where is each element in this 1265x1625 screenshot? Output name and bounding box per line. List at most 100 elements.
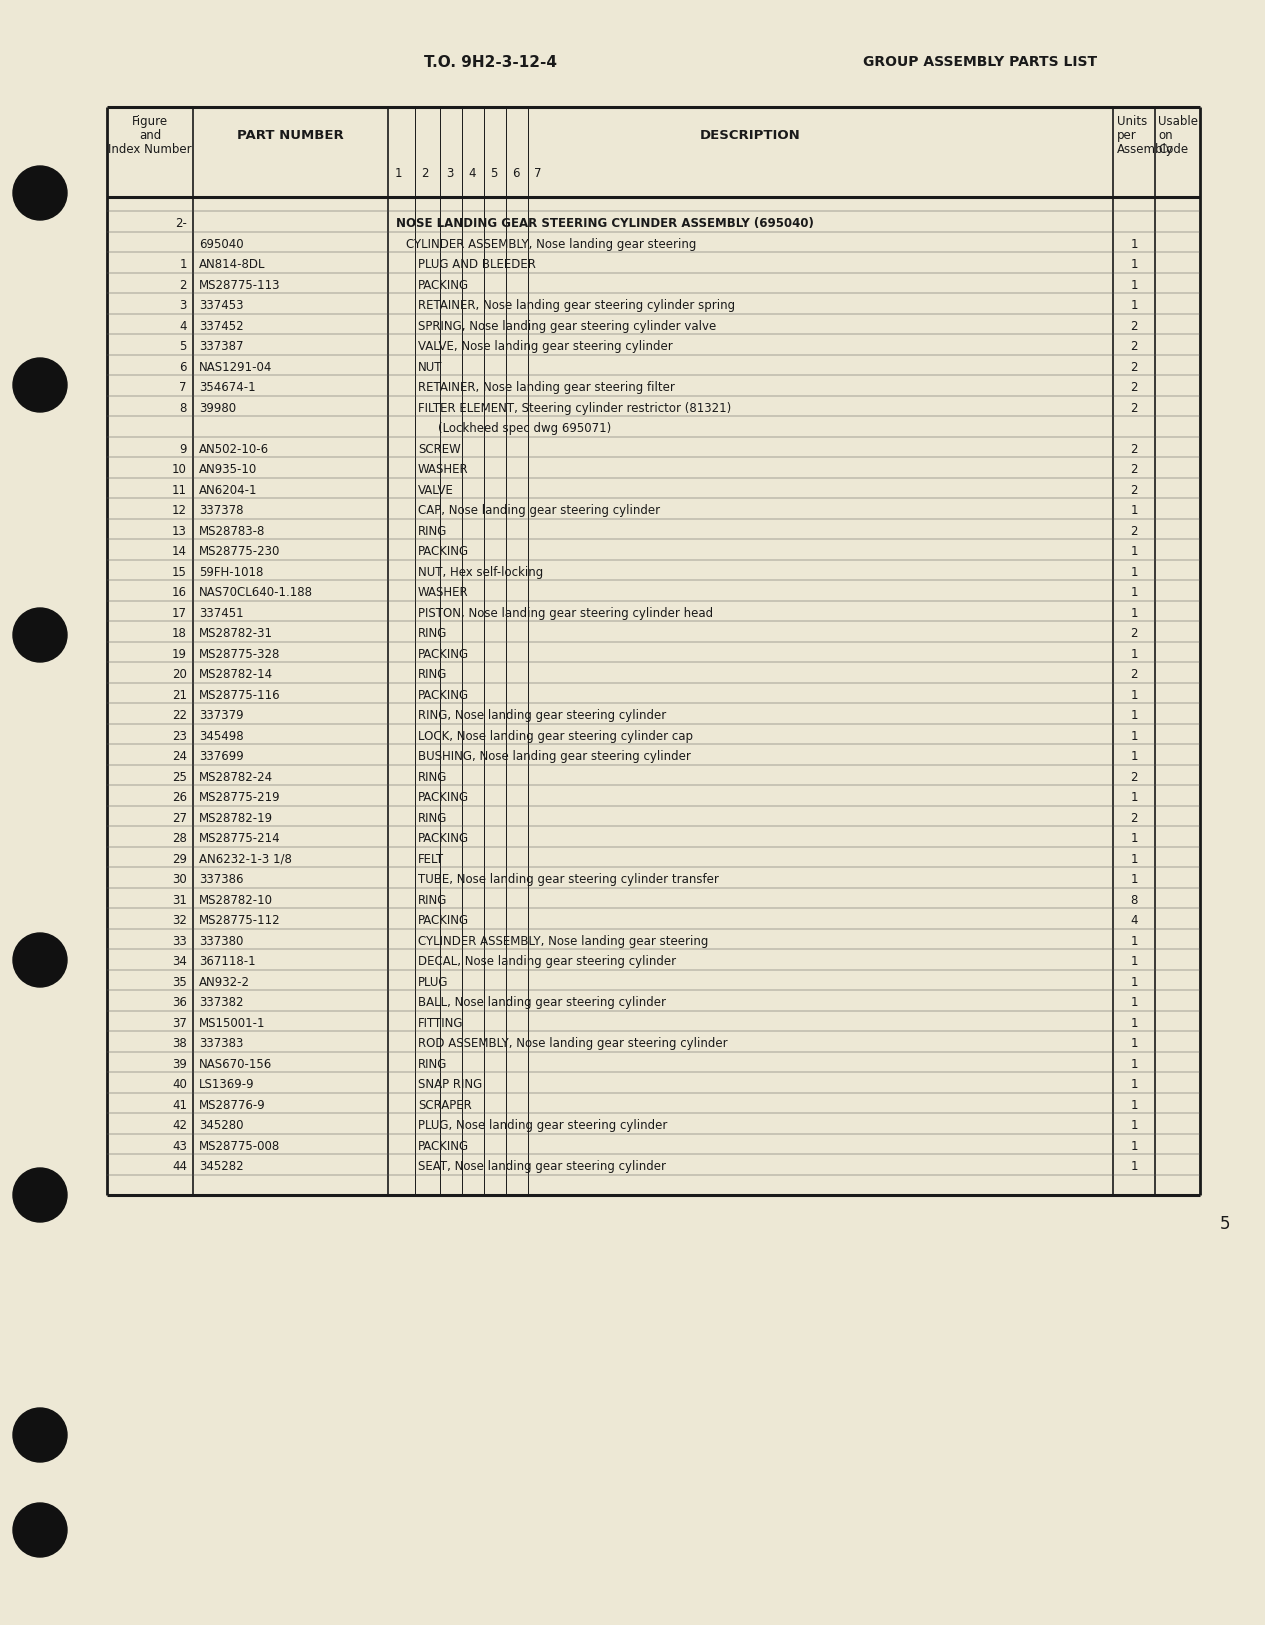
Text: 337379: 337379 — [199, 708, 244, 722]
Text: MS28782-14: MS28782-14 — [199, 668, 273, 681]
Text: 2: 2 — [421, 167, 429, 180]
Text: 2: 2 — [1130, 442, 1137, 455]
Text: NUT, Hex self-locking: NUT, Hex self-locking — [417, 566, 543, 578]
Text: PACKING: PACKING — [417, 546, 469, 559]
Text: RING: RING — [417, 525, 448, 538]
Text: Units: Units — [1117, 115, 1147, 128]
Text: SPRING, Nose landing gear steering cylinder valve: SPRING, Nose landing gear steering cylin… — [417, 320, 716, 333]
Text: 9: 9 — [180, 442, 187, 455]
Text: Index Number: Index Number — [109, 143, 192, 156]
Text: PLUG: PLUG — [417, 975, 449, 988]
Text: MS28782-19: MS28782-19 — [199, 812, 273, 826]
Text: PART NUMBER: PART NUMBER — [237, 128, 344, 141]
Text: 34: 34 — [172, 956, 187, 968]
Text: 1: 1 — [1130, 956, 1137, 968]
Text: 2: 2 — [1130, 525, 1137, 538]
Text: on: on — [1157, 128, 1173, 141]
Text: 1: 1 — [1130, 504, 1137, 517]
Text: 40: 40 — [172, 1079, 187, 1092]
Text: 42: 42 — [172, 1120, 187, 1133]
Text: Figure: Figure — [132, 115, 168, 128]
Text: PISTON, Nose landing gear steering cylinder head: PISTON, Nose landing gear steering cylin… — [417, 606, 713, 619]
Text: BUSHING, Nose landing gear steering cylinder: BUSHING, Nose landing gear steering cyli… — [417, 751, 691, 764]
Text: 1: 1 — [1130, 751, 1137, 764]
Text: 19: 19 — [172, 648, 187, 661]
Text: 32: 32 — [172, 915, 187, 928]
Text: 37: 37 — [172, 1017, 187, 1030]
Text: 6: 6 — [512, 167, 520, 180]
Text: VALVE, Nose landing gear steering cylinder: VALVE, Nose landing gear steering cylind… — [417, 340, 673, 353]
Text: 2: 2 — [1130, 382, 1137, 395]
Circle shape — [13, 358, 67, 413]
Text: 2: 2 — [1130, 320, 1137, 333]
Text: 345498: 345498 — [199, 730, 244, 743]
Text: PACKING: PACKING — [417, 1139, 469, 1152]
Text: 337451: 337451 — [199, 606, 244, 619]
Text: 367118-1: 367118-1 — [199, 956, 256, 968]
Text: 4: 4 — [1130, 915, 1137, 928]
Text: RING: RING — [417, 812, 448, 826]
Circle shape — [13, 933, 67, 986]
Text: 30: 30 — [172, 873, 187, 886]
Text: AN935-10: AN935-10 — [199, 463, 257, 476]
Text: 25: 25 — [172, 770, 187, 783]
Text: 22: 22 — [172, 708, 187, 722]
Text: PACKING: PACKING — [417, 915, 469, 928]
Text: 337699: 337699 — [199, 751, 244, 764]
Text: 20: 20 — [172, 668, 187, 681]
Text: SNAP RING: SNAP RING — [417, 1079, 482, 1092]
Text: NOSE LANDING GEAR STEERING CYLINDER ASSEMBLY (695040): NOSE LANDING GEAR STEERING CYLINDER ASSE… — [396, 218, 813, 231]
Text: 2: 2 — [1130, 484, 1137, 497]
Text: 44: 44 — [172, 1160, 187, 1173]
Text: CAP, Nose landing gear steering cylinder: CAP, Nose landing gear steering cylinder — [417, 504, 660, 517]
Text: 16: 16 — [172, 587, 187, 600]
Text: 1: 1 — [1130, 299, 1137, 312]
Text: 1: 1 — [1130, 873, 1137, 886]
Text: MS28775-230: MS28775-230 — [199, 546, 281, 559]
Text: 8: 8 — [180, 401, 187, 414]
Text: AN932-2: AN932-2 — [199, 975, 250, 988]
Text: 6: 6 — [180, 361, 187, 374]
Text: 1: 1 — [1130, 648, 1137, 661]
Text: PLUG, Nose landing gear steering cylinder: PLUG, Nose landing gear steering cylinde… — [417, 1120, 668, 1133]
Circle shape — [13, 1168, 67, 1222]
Text: 337380: 337380 — [199, 934, 243, 947]
Text: 2: 2 — [1130, 361, 1137, 374]
Text: 1: 1 — [1130, 1098, 1137, 1112]
Text: 695040: 695040 — [199, 237, 244, 250]
Text: FITTING: FITTING — [417, 1017, 463, 1030]
Text: 3: 3 — [447, 167, 454, 180]
Text: 1: 1 — [1130, 689, 1137, 702]
Text: RING: RING — [417, 627, 448, 640]
Text: FELT: FELT — [417, 853, 444, 866]
Text: MS28775-328: MS28775-328 — [199, 648, 281, 661]
Text: 2-: 2- — [175, 218, 187, 231]
Text: 1: 1 — [1130, 996, 1137, 1009]
Text: 35: 35 — [172, 975, 187, 988]
Text: 337378: 337378 — [199, 504, 243, 517]
Text: 4: 4 — [468, 167, 476, 180]
Text: NAS670-156: NAS670-156 — [199, 1058, 272, 1071]
Text: T.O. 9H2-3-12-4: T.O. 9H2-3-12-4 — [424, 55, 557, 70]
Text: 1: 1 — [1130, 1079, 1137, 1092]
Text: 1: 1 — [395, 167, 402, 180]
Text: ROD ASSEMBLY, Nose landing gear steering cylinder: ROD ASSEMBLY, Nose landing gear steering… — [417, 1037, 727, 1050]
Text: 14: 14 — [172, 546, 187, 559]
Text: 1: 1 — [1130, 1120, 1137, 1133]
Text: 29: 29 — [172, 853, 187, 866]
Text: MS28776-9: MS28776-9 — [199, 1098, 266, 1112]
Text: 1: 1 — [1130, 934, 1137, 947]
Text: SCREW: SCREW — [417, 442, 460, 455]
Text: NUT: NUT — [417, 361, 443, 374]
Text: 36: 36 — [172, 996, 187, 1009]
Text: MS28782-10: MS28782-10 — [199, 894, 273, 907]
Text: PACKING: PACKING — [417, 648, 469, 661]
Text: 354674-1: 354674-1 — [199, 382, 256, 395]
Text: LOCK, Nose landing gear steering cylinder cap: LOCK, Nose landing gear steering cylinde… — [417, 730, 693, 743]
Text: MS28775-214: MS28775-214 — [199, 832, 281, 845]
Text: 1: 1 — [1130, 1058, 1137, 1071]
Text: MS28775-219: MS28775-219 — [199, 791, 281, 804]
Text: 1: 1 — [1130, 280, 1137, 292]
Text: 10: 10 — [172, 463, 187, 476]
Text: 41: 41 — [172, 1098, 187, 1112]
